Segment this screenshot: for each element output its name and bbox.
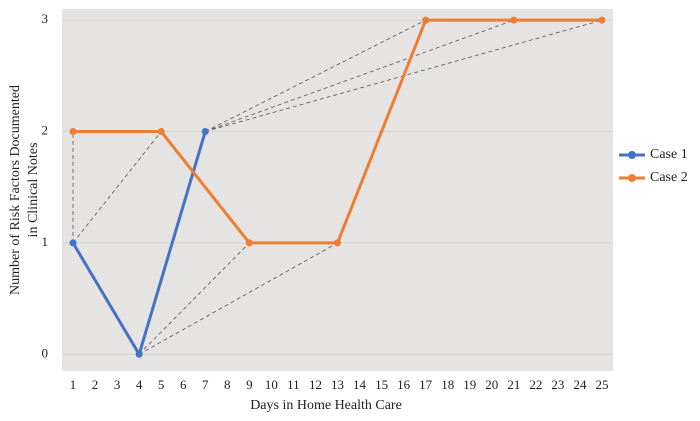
x-tick-label: 23 xyxy=(551,377,564,392)
connector xyxy=(72,131,162,244)
x-tick-label: 12 xyxy=(309,377,322,392)
point xyxy=(69,239,77,247)
connector xyxy=(205,19,514,132)
x-tick-label: 13 xyxy=(331,377,344,392)
x-tick-label: 19 xyxy=(463,377,476,392)
y-tick-label: 2 xyxy=(42,123,49,138)
x-tick-label: 20 xyxy=(485,377,498,392)
x-tick-label: 17 xyxy=(419,377,433,392)
point xyxy=(245,239,253,247)
connector xyxy=(138,242,338,355)
point xyxy=(334,239,341,247)
legend-marker xyxy=(628,151,636,159)
point xyxy=(201,128,209,136)
connector xyxy=(205,19,426,132)
point xyxy=(157,128,165,136)
y-axis-title-line: Number of Risk Factors Documented xyxy=(8,85,23,295)
x-tick-label: 6 xyxy=(180,377,187,392)
y-tick-label: 1 xyxy=(42,234,49,249)
x-tick-label: 8 xyxy=(224,377,231,392)
x-tick-label: 15 xyxy=(375,377,388,392)
x-tick-label: 21 xyxy=(507,377,520,392)
x-tick-label: 22 xyxy=(529,377,542,392)
point xyxy=(598,16,606,24)
x-tick-label: 24 xyxy=(573,377,587,392)
y-tick-label: 0 xyxy=(42,345,49,360)
y-tick-label: 3 xyxy=(42,11,49,26)
point xyxy=(135,350,143,358)
x-tick-label: 16 xyxy=(397,377,411,392)
x-axis-title: Days in Home Health Care xyxy=(250,398,402,413)
x-tick-label: 25 xyxy=(595,377,608,392)
point xyxy=(510,16,518,24)
y-axis-title-line: in Clinical Notes xyxy=(26,143,41,238)
x-tick-label: 1 xyxy=(70,377,77,392)
x-tick-label: 18 xyxy=(441,377,454,392)
x-tick-label: 11 xyxy=(287,377,300,392)
x-tick-label: 2 xyxy=(92,377,99,392)
x-tick-label: 3 xyxy=(114,377,121,392)
connector xyxy=(138,242,250,355)
plot-area xyxy=(62,9,613,371)
y-axis-title: Number of Risk Factors Documented in Cli… xyxy=(8,85,41,295)
x-tick-label: 4 xyxy=(136,377,143,392)
point xyxy=(422,16,430,24)
legend-label: Case 1 xyxy=(650,147,688,162)
legend-marker xyxy=(628,174,636,182)
x-tick-label: 9 xyxy=(246,377,253,392)
x-tick-label: 14 xyxy=(353,377,367,392)
x-tick-label: 5 xyxy=(158,377,165,392)
x-tick-label: 10 xyxy=(265,377,278,392)
point xyxy=(69,128,77,136)
x-tick-label: 7 xyxy=(202,377,209,392)
legend-label: Case 2 xyxy=(650,170,688,185)
